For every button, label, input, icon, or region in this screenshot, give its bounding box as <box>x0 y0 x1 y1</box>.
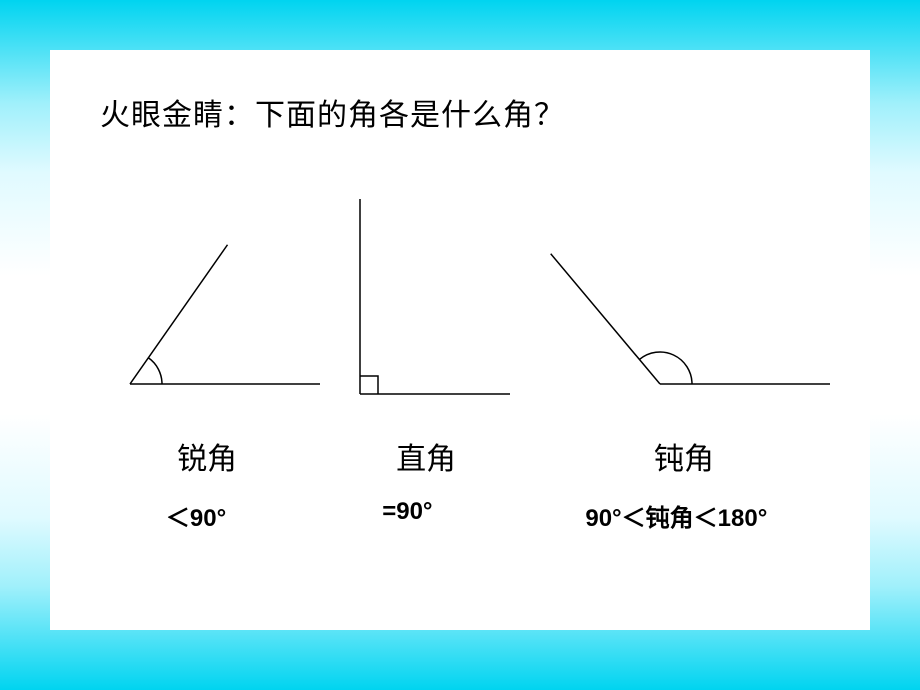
right-angle-diagram <box>340 194 530 404</box>
right-condition: =90° <box>292 498 523 526</box>
condition-row: ＜90° =90° 90°＜钝角＜180° <box>100 498 830 533</box>
page-background: 火眼金睛：下面的角各是什么角？ 锐角 直角 钝角 ＜90° =90° 90°＜钝… <box>0 0 920 690</box>
diagram-row <box>100 174 830 404</box>
right-label: 直角 <box>314 434 538 478</box>
slide: 火眼金睛：下面的角各是什么角？ 锐角 直角 钝角 ＜90° =90° 90°＜钝… <box>50 50 870 630</box>
obtuse-label: 钝角 <box>538 434 830 478</box>
acute-angle-diagram <box>100 214 340 404</box>
obtuse-condition: 90°＜钝角＜180° <box>523 498 830 533</box>
obtuse-angle-cell <box>530 214 830 404</box>
acute-label: 锐角 <box>100 434 314 478</box>
slide-title: 火眼金睛：下面的角各是什么角？ <box>100 90 830 134</box>
acute-condition: ＜90° <box>100 498 292 533</box>
label-row: 锐角 直角 钝角 <box>100 434 830 478</box>
obtuse-angle-diagram <box>530 214 840 404</box>
right-angle-cell <box>340 194 530 404</box>
acute-angle-cell <box>100 214 340 404</box>
